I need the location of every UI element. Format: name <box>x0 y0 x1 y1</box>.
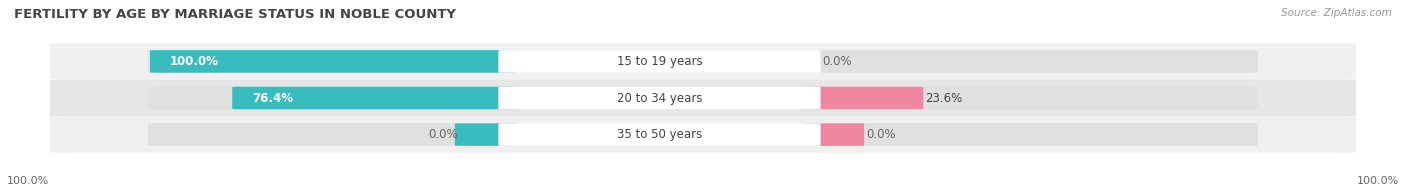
Text: 20 to 34 years: 20 to 34 years <box>617 92 702 104</box>
FancyBboxPatch shape <box>49 43 1357 80</box>
Text: 0.0%: 0.0% <box>823 55 852 68</box>
Text: 100.0%: 100.0% <box>170 55 218 68</box>
Text: 76.4%: 76.4% <box>252 92 292 104</box>
Legend: Married, Unmarried: Married, Unmarried <box>613 192 793 196</box>
FancyBboxPatch shape <box>454 123 516 146</box>
FancyBboxPatch shape <box>150 50 516 73</box>
FancyBboxPatch shape <box>148 87 1258 109</box>
Text: 0.0%: 0.0% <box>866 128 896 141</box>
Text: 100.0%: 100.0% <box>1357 176 1399 186</box>
FancyBboxPatch shape <box>498 50 821 73</box>
FancyBboxPatch shape <box>148 50 1258 73</box>
FancyBboxPatch shape <box>498 87 821 109</box>
Text: FERTILITY BY AGE BY MARRIAGE STATUS IN NOBLE COUNTY: FERTILITY BY AGE BY MARRIAGE STATUS IN N… <box>14 8 456 21</box>
Text: 15 to 19 years: 15 to 19 years <box>617 55 702 68</box>
FancyBboxPatch shape <box>803 123 865 146</box>
FancyBboxPatch shape <box>49 80 1357 116</box>
Text: Source: ZipAtlas.com: Source: ZipAtlas.com <box>1281 8 1392 18</box>
Text: 0.0%: 0.0% <box>429 128 458 141</box>
Text: 23.6%: 23.6% <box>925 92 963 104</box>
FancyBboxPatch shape <box>803 87 924 109</box>
FancyBboxPatch shape <box>498 123 821 146</box>
FancyBboxPatch shape <box>232 87 516 109</box>
Text: 35 to 50 years: 35 to 50 years <box>617 128 702 141</box>
Text: 100.0%: 100.0% <box>7 176 49 186</box>
FancyBboxPatch shape <box>148 123 1258 146</box>
FancyBboxPatch shape <box>49 116 1357 153</box>
